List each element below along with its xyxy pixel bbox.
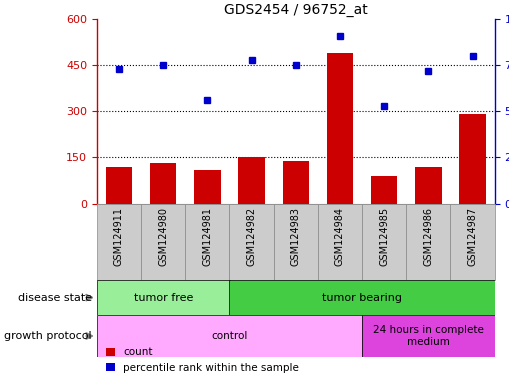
Text: GSM124985: GSM124985: [379, 207, 388, 266]
Text: tumor bearing: tumor bearing: [322, 293, 401, 303]
Text: disease state: disease state: [18, 293, 92, 303]
Text: GSM124986: GSM124986: [422, 207, 433, 266]
Bar: [459, 114, 485, 204]
Bar: [361, 315, 494, 357]
Bar: [361, 204, 406, 280]
Title: GDS2454 / 96752_at: GDS2454 / 96752_at: [223, 3, 367, 17]
Bar: [414, 167, 441, 204]
Text: GSM124987: GSM124987: [467, 207, 476, 266]
Bar: [282, 161, 308, 204]
Text: growth protocol: growth protocol: [4, 331, 92, 341]
Bar: [97, 204, 141, 280]
Bar: [150, 163, 176, 204]
Bar: [97, 315, 361, 357]
Bar: [229, 280, 494, 315]
Bar: [105, 167, 132, 204]
Bar: [97, 280, 229, 315]
Bar: [370, 177, 397, 204]
Bar: [238, 157, 264, 204]
Legend: count, percentile rank within the sample: count, percentile rank within the sample: [102, 343, 302, 377]
Bar: [326, 53, 353, 204]
Text: GSM124983: GSM124983: [290, 207, 300, 266]
Bar: [229, 204, 273, 280]
Bar: [317, 204, 361, 280]
Bar: [406, 204, 449, 280]
Bar: [194, 170, 220, 204]
Text: GSM124980: GSM124980: [158, 207, 168, 266]
Text: tumor free: tumor free: [133, 293, 192, 303]
Bar: [141, 204, 185, 280]
Bar: [185, 204, 229, 280]
Text: GSM124981: GSM124981: [202, 207, 212, 266]
Text: 24 hours in complete
medium: 24 hours in complete medium: [372, 325, 483, 347]
Bar: [273, 204, 317, 280]
Text: GSM124911: GSM124911: [114, 207, 124, 266]
Text: GSM124984: GSM124984: [334, 207, 344, 266]
Text: GSM124982: GSM124982: [246, 207, 256, 266]
Text: control: control: [211, 331, 247, 341]
Bar: [449, 204, 494, 280]
